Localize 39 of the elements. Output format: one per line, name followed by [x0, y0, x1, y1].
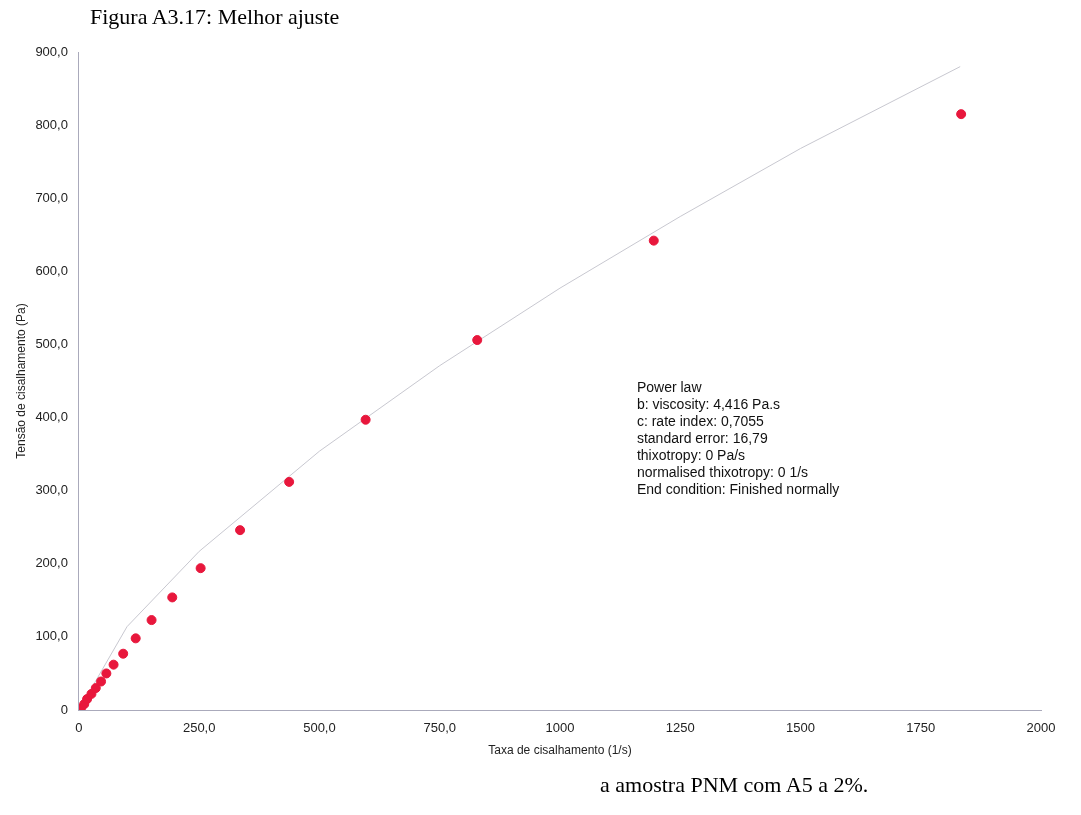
point — [96, 676, 107, 687]
y-tick-label: 400,0 — [35, 409, 68, 425]
point — [101, 668, 112, 679]
x-tick-label: 0 — [75, 720, 83, 736]
x-tick-label: 750,0 — [423, 720, 456, 736]
y-axis-title: Tensão de cisalhamento (Pa) — [13, 303, 28, 459]
y-tick-label: 700,0 — [35, 189, 68, 205]
point — [108, 659, 119, 670]
y-tick-label: 300,0 — [35, 482, 68, 498]
point — [648, 235, 659, 246]
point — [195, 563, 206, 574]
x-tick-label: 1750 — [906, 720, 936, 736]
x-axis-title: Taxa de cisalhamento (1/s) — [488, 743, 632, 758]
y-tick-label: 800,0 — [35, 116, 68, 132]
chart-title: Figura A3.17: Melhor ajuste — [90, 4, 341, 31]
point — [146, 615, 157, 626]
x-tick-label: 1250 — [665, 720, 695, 736]
y-tick-label: 100,0 — [35, 628, 68, 644]
y-tick-label: 900,0 — [35, 43, 68, 59]
point — [956, 109, 967, 120]
point — [90, 683, 101, 694]
x-tick-label: 250,0 — [182, 720, 216, 736]
x-tick-label: 1000 — [545, 720, 575, 736]
point — [284, 476, 295, 487]
point — [360, 414, 371, 425]
x-tick-label: 1500 — [786, 720, 815, 736]
y-tick-label: 200,0 — [35, 555, 68, 571]
y-tick-label: 0 — [60, 701, 68, 717]
point — [167, 592, 178, 603]
x-tick-label: 2000 — [1026, 720, 1056, 736]
point — [472, 335, 483, 346]
x-tick-label: 500,0 — [303, 720, 336, 736]
y-tick-label: 600,0 — [35, 262, 68, 278]
point — [235, 525, 246, 536]
annotation: Power law b: viscosity: 4,416 Pa.s c: rate index: 0,7055 standard error: 16,79 thixotropy: 0 Pa/s normalised thixotropy: 0 1/s End condition: Finished normally — [636, 378, 840, 497]
point — [130, 633, 141, 644]
text: a amostra PNM com A5 a 2%. — [600, 772, 870, 798]
point — [118, 648, 129, 659]
y-tick-label: 500,0 — [35, 336, 68, 352]
